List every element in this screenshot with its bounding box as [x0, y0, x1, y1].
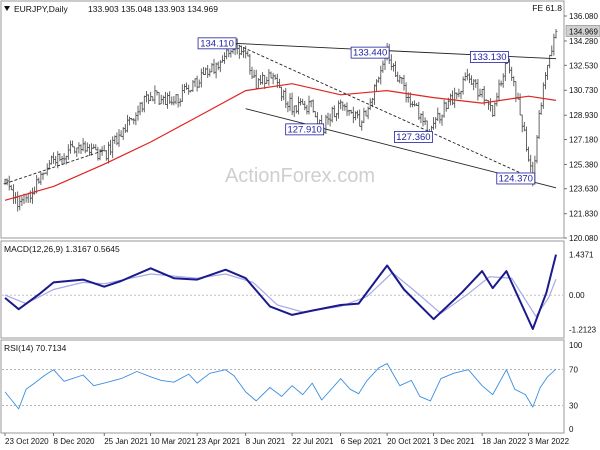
price-tick-label: 123.630 [569, 185, 598, 194]
macd-title: MACD(12,26,9) 1.3167 0.5645 [4, 244, 120, 254]
collapse-arrow-icon [4, 6, 10, 11]
macd-tick-label: -1.2123 [569, 325, 597, 334]
price-callout-label: 127.360 [396, 132, 430, 143]
time-tick-label: 23 Oct 2020 [5, 437, 49, 446]
time-tick-label: 3 Mar 2022 [529, 437, 570, 446]
time-tick-label: 3 Dec 2021 [434, 437, 475, 446]
price-panel-header: EURJPY,Daily 133.903 135.048 133.903 134… [4, 4, 218, 14]
price-callout-label: 134.110 [200, 38, 234, 49]
rsi-tick-label: 30 [569, 401, 578, 410]
rsi-title: RSI(14) 70.7134 [4, 343, 67, 353]
price-callout-label: 124.370 [499, 173, 533, 184]
time-tick-label: 22 Jul 2021 [292, 437, 334, 446]
ohlc-readout: 133.903 135.048 133.903 134.969 [88, 4, 218, 14]
rsi-plot [2, 363, 563, 410]
price-tick-label: 132.530 [569, 61, 598, 70]
time-tick-label: 8 Jun 2021 [246, 437, 286, 446]
macd-axis: 1.4371 0.00 -1.2123 [569, 251, 597, 335]
price-tick-label: 134.280 [569, 37, 598, 46]
time-tick-label: 8 Dec 2020 [54, 437, 95, 446]
price-callout: 127.910 [285, 123, 325, 135]
instrument-label: EURJPY,Daily [14, 4, 68, 14]
macd-tick-label: 0.00 [569, 291, 585, 300]
price-callout: 127.360 [393, 131, 433, 143]
price-axis: 136.080 134.280 132.530 130.730 128.930 127.1… [564, 12, 600, 243]
time-tick-label: 18 Jan 2022 [482, 437, 527, 446]
current-price-box [565, 25, 600, 37]
rsi-axis: 100 70 30 0 [569, 341, 583, 434]
time-tick-label: 10 Mar 2021 [151, 437, 196, 446]
rsi-tick-label: 100 [569, 341, 583, 350]
price-callout: 134.110 [197, 37, 237, 49]
current-price-label: 134.969 [569, 27, 598, 36]
price-bar [554, 28, 558, 39]
early-trend-line [4, 149, 105, 185]
time-axis: 23 Oct 2020 8 Dec 2020 25 Jan 2021 10 Mar 2… [4, 433, 570, 446]
rsi-tick-label: 70 [569, 366, 578, 375]
macd-plot [2, 254, 563, 330]
price-tick-label: 121.830 [569, 210, 598, 219]
price-tick-label: 130.730 [569, 86, 598, 95]
rsi-panel [0, 339, 565, 434]
price-tick-label: 125.380 [569, 160, 598, 169]
price-tick-label: 128.930 [569, 111, 598, 120]
time-tick-label: 20 Oct 2021 [387, 437, 431, 446]
price-panel [0, 0, 565, 239]
watermark: ActionForex.com [225, 165, 375, 187]
price-callout: 133.440 [350, 46, 390, 59]
time-tick-label: 6 Sep 2021 [341, 437, 382, 446]
moving-average-line [4, 83, 557, 201]
time-tick-label: 25 Jan 2021 [104, 437, 149, 446]
rsi-line [4, 363, 557, 410]
macd-panel [0, 240, 565, 339]
price-callout-label: 127.910 [287, 124, 321, 135]
fibonacci-label: FE 61.8 [532, 3, 562, 13]
macd-tick-label: 1.4371 [569, 251, 594, 260]
price-callout: 124.370 [496, 172, 536, 184]
price-callout: 133.130 [469, 51, 509, 63]
price-tick-label: 127.180 [569, 135, 598, 144]
price-callouts: 134.110 133.440 133.130 127.910 127.360 124.3… [197, 37, 536, 184]
macd-line [4, 254, 557, 330]
price-callout-label: 133.440 [353, 48, 387, 59]
price-tick-label: 120.080 [569, 234, 598, 243]
rsi-tick-label: 0 [569, 425, 574, 434]
price-callout-label: 133.130 [472, 52, 506, 63]
price-tick-label: 136.080 [569, 12, 598, 21]
time-tick-label: 23 Apr 2021 [197, 437, 241, 446]
